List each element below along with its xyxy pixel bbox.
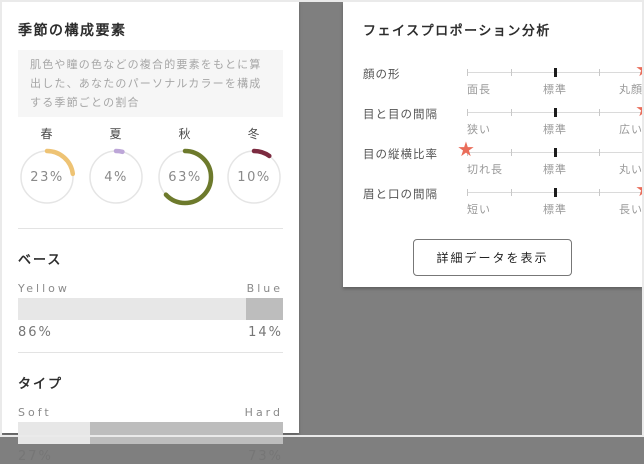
center-tick bbox=[554, 188, 557, 197]
tick bbox=[642, 149, 643, 156]
scale-right-label: 長い bbox=[619, 203, 643, 216]
face-metric-rows: 顔の形 ★ 面長 標準 丸顔 目と目の間隔 bbox=[363, 59, 644, 223]
donut-svg bbox=[156, 148, 214, 206]
face-shape-row: 顔の形 ★ 面長 標準 丸顔 bbox=[363, 59, 644, 103]
base-left-label: Yellow bbox=[18, 282, 70, 295]
season-autumn: 秋 63% bbox=[156, 125, 214, 206]
scale-right-label: 丸い bbox=[619, 163, 643, 176]
type-right-percent: 73% bbox=[248, 449, 283, 464]
type-left-segment bbox=[18, 422, 90, 444]
season-percent: 23% bbox=[30, 169, 64, 185]
base-bar-percents: 86% 14% bbox=[18, 325, 283, 340]
tick bbox=[511, 109, 512, 116]
season-percent: 10% bbox=[237, 169, 271, 185]
scale-left-label: 面長 bbox=[467, 83, 491, 96]
tick bbox=[599, 69, 600, 76]
season-summer: 夏 4% bbox=[87, 125, 145, 206]
donut-svg bbox=[225, 148, 283, 206]
show-detail-data-button[interactable]: 詳細データを表示 bbox=[413, 239, 572, 276]
tick bbox=[511, 149, 512, 156]
type-stacked-bar bbox=[18, 422, 283, 444]
season-label: 夏 bbox=[109, 127, 123, 141]
type-section-title: タイプ bbox=[18, 377, 64, 392]
scale-center-label: 標準 bbox=[543, 83, 567, 96]
scale-left-label: 短い bbox=[467, 203, 491, 216]
donut-chart: 23% bbox=[18, 148, 76, 206]
seasonal-composition-panel: 季節の構成要素 肌色や瞳の色などの複合的要素をもとに算出した、あなたのパーソナル… bbox=[2, 2, 299, 464]
star-icon: ★ bbox=[635, 99, 644, 119]
metric-scale: ★ 切れ長 標準 丸い bbox=[457, 139, 643, 183]
scale-right-label: 広い bbox=[619, 123, 643, 136]
season-spring: 春 23% bbox=[18, 125, 76, 206]
base-left-percent: 86% bbox=[18, 325, 53, 340]
metric-label: 眉と口の間隔 bbox=[363, 187, 438, 201]
tick bbox=[511, 189, 512, 196]
scale-labels: 面長 標準 丸顔 bbox=[467, 81, 643, 96]
scale-center-label: 標準 bbox=[543, 123, 567, 136]
type-bar-labels: Soft Hard bbox=[18, 406, 283, 419]
tick bbox=[467, 149, 468, 156]
metric-label: 目と目の間隔 bbox=[363, 107, 438, 121]
donut-chart: 4% bbox=[87, 148, 145, 206]
metric-scale: ★ 短い 標準 長い bbox=[467, 179, 644, 223]
season-label: 春 bbox=[40, 127, 54, 141]
base-stacked-bar bbox=[18, 298, 283, 320]
base-section-title: ベース bbox=[18, 253, 63, 268]
scale-labels: 狭い 標準 広い bbox=[467, 121, 643, 136]
season-label: 冬 bbox=[247, 127, 261, 141]
metric-label: 顔の形 bbox=[363, 67, 401, 81]
base-bar-labels: Yellow Blue bbox=[18, 282, 283, 295]
donut-svg bbox=[18, 148, 76, 206]
season-donut-row: 春 23% 夏 4% 秋 bbox=[18, 125, 283, 206]
scale-left-label: 狭い bbox=[467, 123, 491, 136]
scale-left-label: 切れ長 bbox=[467, 163, 503, 176]
face-proportion-panel: フェイスプロポーション分析 顔の形 ★ 面長 標準 丸顔 目と目の間隔 bbox=[343, 2, 644, 287]
base-left-segment bbox=[18, 298, 246, 320]
base-right-segment bbox=[245, 298, 283, 320]
divider bbox=[18, 352, 283, 353]
season-winter: 冬 10% bbox=[225, 125, 283, 206]
donut-chart: 10% bbox=[225, 148, 283, 206]
tick bbox=[467, 109, 468, 116]
metric-scale: ★ 狭い 標準 広い bbox=[467, 99, 644, 143]
tick bbox=[467, 69, 468, 76]
type-right-segment bbox=[89, 422, 283, 444]
type-bar-percents: 27% 73% bbox=[18, 449, 283, 464]
scale-labels: 短い 標準 長い bbox=[467, 201, 643, 216]
base-right-percent: 14% bbox=[248, 325, 283, 340]
tick bbox=[511, 69, 512, 76]
type-right-label: Hard bbox=[244, 406, 283, 419]
star-icon: ★ bbox=[457, 137, 475, 161]
center-tick bbox=[554, 108, 557, 117]
panel-title: 季節の構成要素 bbox=[18, 23, 127, 39]
tick bbox=[599, 149, 600, 156]
scale-right-label: 丸顔 bbox=[619, 83, 643, 96]
season-label: 秋 bbox=[178, 127, 192, 141]
metric-scale: ★ 面長 標準 丸顔 bbox=[467, 59, 644, 103]
eye-spacing-row: 目と目の間隔 ★ 狭い 標準 広い bbox=[363, 99, 644, 143]
tick bbox=[467, 189, 468, 196]
base-right-label: Blue bbox=[246, 282, 283, 295]
tick bbox=[599, 189, 600, 196]
season-percent: 4% bbox=[104, 169, 128, 185]
season-percent: 63% bbox=[168, 169, 202, 185]
star-icon: ★ bbox=[635, 59, 644, 79]
type-left-percent: 27% bbox=[18, 449, 53, 464]
donut-chart: 63% bbox=[156, 148, 214, 206]
donut-svg bbox=[87, 148, 145, 206]
star-icon: ★ bbox=[635, 179, 644, 199]
tick bbox=[599, 109, 600, 116]
brow-mouth-spacing-row: 眉と口の間隔 ★ 短い 標準 長い bbox=[363, 179, 644, 223]
panel-description: 肌色や瞳の色などの複合的要素をもとに算出した、あなたのパーソナルカラーを構成する… bbox=[18, 50, 283, 117]
center-tick bbox=[554, 148, 557, 157]
divider bbox=[18, 228, 283, 229]
scale-center-label: 標準 bbox=[543, 163, 567, 176]
type-left-label: Soft bbox=[18, 406, 52, 419]
metric-label: 目の縦横比率 bbox=[363, 147, 438, 161]
center-tick bbox=[554, 68, 557, 77]
panel-title: フェイスプロポーション分析 bbox=[363, 24, 551, 39]
eye-aspect-row: 目の縦横比率 ★ 切れ長 標準 丸い bbox=[363, 139, 643, 183]
scale-labels: 切れ長 標準 丸い bbox=[467, 161, 643, 176]
scale-center-label: 標準 bbox=[543, 203, 567, 216]
